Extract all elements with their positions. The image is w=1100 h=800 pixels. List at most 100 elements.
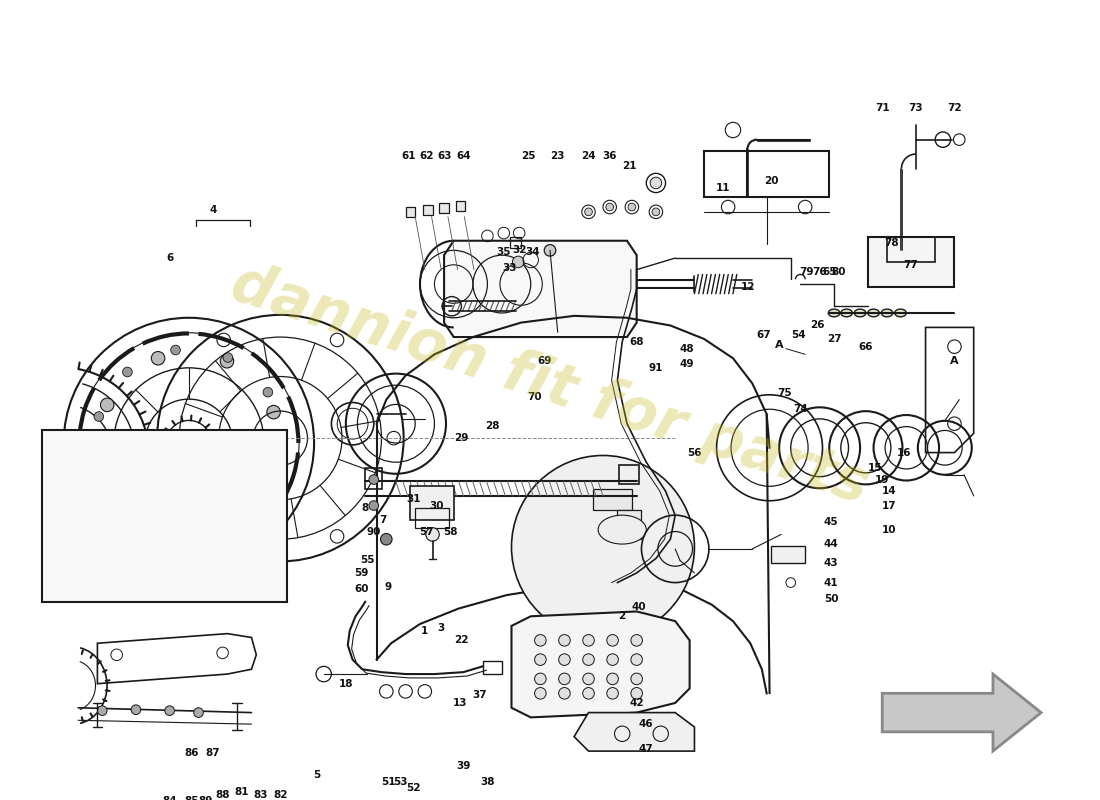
Text: 44: 44 [824,539,838,549]
Text: 31: 31 [406,494,420,504]
Text: 50: 50 [824,594,838,604]
Text: 52: 52 [406,782,420,793]
Bar [439,203,449,213]
Text: 84: 84 [163,796,177,800]
Text: 73: 73 [909,103,923,113]
Text: 2: 2 [618,611,626,622]
Text: 46: 46 [639,719,653,729]
Text: 13: 13 [453,698,468,708]
Text: 63: 63 [438,151,452,161]
Text: 38: 38 [481,777,495,787]
Circle shape [535,654,546,666]
Ellipse shape [894,309,906,317]
Text: 91: 91 [649,363,663,373]
Text: 47: 47 [639,744,653,754]
Circle shape [535,673,546,685]
Text: 1: 1 [421,626,428,636]
Circle shape [100,398,114,412]
Text: 43: 43 [824,558,838,568]
Circle shape [607,654,618,666]
Circle shape [278,438,287,448]
Circle shape [122,509,132,518]
Text: 78: 78 [884,238,899,248]
Text: 15: 15 [868,463,882,473]
Circle shape [583,634,594,646]
Text: 61: 61 [402,151,416,161]
Text: 51: 51 [381,777,396,787]
Text: 59: 59 [354,568,368,578]
Text: 66: 66 [859,342,873,352]
Circle shape [194,708,204,718]
Text: 25: 25 [521,151,536,161]
Circle shape [607,634,618,646]
Text: 12: 12 [741,282,756,292]
Text: 54: 54 [791,330,806,340]
Circle shape [98,706,107,715]
Text: 35: 35 [496,247,512,258]
Circle shape [170,531,180,541]
Text: 14: 14 [881,486,896,496]
Circle shape [512,455,694,638]
Text: 75: 75 [778,388,792,398]
Circle shape [585,208,593,216]
Bar [406,207,415,217]
Text: 37: 37 [472,690,487,700]
Circle shape [559,673,570,685]
Text: dannion fit for parts: dannion fit for parts [224,255,876,515]
Text: 62: 62 [419,151,435,161]
Circle shape [583,654,594,666]
Text: 4: 4 [209,205,217,215]
Text: 7: 7 [379,515,387,525]
Text: 24: 24 [581,151,596,161]
Bar [771,546,805,563]
Ellipse shape [840,309,852,317]
Ellipse shape [881,309,893,317]
Bar [410,486,453,520]
Text: 18: 18 [339,678,353,689]
Polygon shape [444,241,637,337]
Circle shape [628,203,636,211]
Bar [619,465,639,484]
Text: 49: 49 [680,359,694,369]
Circle shape [94,465,103,474]
Circle shape [650,177,662,189]
Polygon shape [882,674,1041,751]
Circle shape [131,705,141,714]
Text: 74: 74 [793,404,807,414]
Circle shape [559,654,570,666]
Circle shape [170,346,180,355]
Text: 55: 55 [360,555,374,566]
Text: 5: 5 [314,770,320,780]
Text: 22: 22 [454,635,469,646]
Bar [868,237,955,287]
Text: 70: 70 [527,392,542,402]
Circle shape [263,489,273,498]
Text: 69: 69 [537,356,551,366]
Circle shape [381,534,392,545]
Text: 40: 40 [631,602,646,612]
Text: 6: 6 [166,253,174,263]
Circle shape [559,634,570,646]
Bar [455,202,465,211]
Text: 3: 3 [438,623,444,633]
Text: 76: 76 [812,266,827,277]
Circle shape [513,256,524,268]
Circle shape [213,521,227,534]
Circle shape [426,528,439,541]
Circle shape [631,687,642,699]
Text: 8: 8 [362,503,369,514]
Text: 88: 88 [216,790,230,800]
Text: 45: 45 [824,517,838,527]
Text: 34: 34 [526,247,540,258]
Circle shape [122,367,132,377]
Circle shape [152,351,165,365]
Text: 23: 23 [550,151,565,161]
Text: 57: 57 [419,526,435,537]
Text: 80: 80 [832,266,846,277]
Bar [422,205,432,214]
Text: 19: 19 [874,474,890,485]
Circle shape [267,406,280,419]
Text: 83: 83 [254,790,268,800]
Circle shape [535,687,546,699]
Text: 17: 17 [881,501,896,510]
